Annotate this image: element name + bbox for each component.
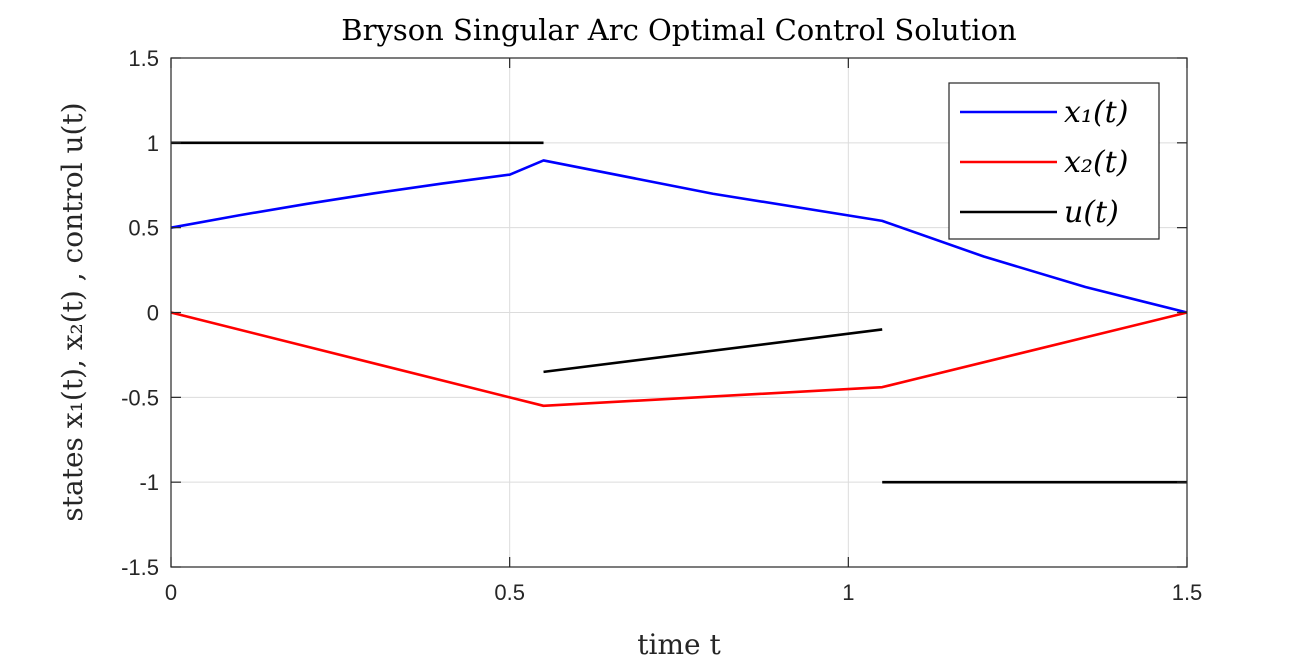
ticks bbox=[170, 57, 1188, 568]
y-tick-label: -0.5 bbox=[121, 385, 159, 410]
series-line-x2-segment-1 bbox=[170, 311, 1188, 408]
tick-labels: 0 0.5 1 1.5 1.5 1 0.5 0 -0.5 -1 -1.5 bbox=[121, 46, 1202, 605]
legend: x₁(t) x₂(t) u(t) bbox=[948, 82, 1160, 240]
legend-label-u: u(t) bbox=[1064, 195, 1119, 230]
y-tick-label: 0.5 bbox=[128, 216, 159, 241]
y-tick-label: -1 bbox=[139, 470, 159, 495]
x-axis-label: time t bbox=[637, 628, 721, 661]
y-axis-label: states x₁(t), x₂(t) , control u(t) bbox=[56, 102, 89, 521]
x-tick-label: 0 bbox=[165, 580, 177, 605]
y-tick-label: 1.5 bbox=[128, 46, 159, 71]
y-tick-label: 0 bbox=[147, 301, 159, 326]
legend-label-x2: x₂(t) bbox=[1064, 145, 1128, 180]
y-tick-label: -1.5 bbox=[121, 555, 159, 580]
series-line-u-segment-2 bbox=[543, 328, 883, 374]
series-layer bbox=[170, 141, 1188, 484]
y-tick-label: 1 bbox=[147, 131, 159, 156]
x-tick-label: 1.5 bbox=[1172, 580, 1203, 605]
x-tick-label: 1 bbox=[842, 580, 854, 605]
x-tick-label: 0.5 bbox=[494, 580, 525, 605]
legend-label-x1: x₁(t) bbox=[1064, 95, 1128, 130]
series-line-x1-segment-1 bbox=[170, 159, 1188, 314]
chart-title: Bryson Singular Arc Optimal Control Solu… bbox=[341, 13, 1016, 47]
